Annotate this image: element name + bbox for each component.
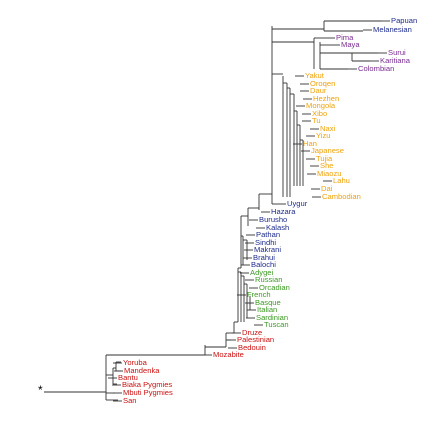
population-label: Brahui [253,253,275,262]
population-label: French [247,290,271,299]
population-label: Russian [255,275,282,284]
population-label: Sardinian [256,313,288,322]
population-label: Japanese [311,146,344,155]
population-label: Mbuti Pygmies [123,388,173,397]
population-label: Yoruba [123,358,148,367]
population-label: Lahu [333,176,350,185]
population-label: Maya [341,40,360,49]
population-label: Cambodian [322,192,361,201]
population-label: Druze [242,328,262,337]
population-label: Tuscan [264,320,289,329]
population-label: Makrani [254,245,281,254]
population-label: Surui [388,48,406,57]
root-marker: * [38,383,43,397]
population-label: Tujia [316,154,333,163]
population-label: Bedouin [238,343,266,352]
population-label: Palestinian [237,335,274,344]
population-label: Biaka Pygmies [122,380,172,389]
population-label: Yizu [316,131,331,140]
population-label: Xibo [312,109,327,118]
population-label: Basque [255,298,281,307]
population-label: Balochi [251,260,276,269]
population-label: Adygei [250,268,274,277]
population-label: Pima [336,33,354,42]
population-label: Papuan [391,16,417,25]
population-label: Pathan [256,230,280,239]
population-label: Uygur [287,199,308,208]
population-label: Mongola [306,101,336,110]
population-label: Miaozu [317,169,341,178]
population-label: Sindhi [255,238,276,247]
population-label: Yakut [305,71,325,80]
population-label: Karitiana [380,56,411,65]
population-label: Dai [321,184,333,193]
population-label: Burusho [259,215,287,224]
population-label: Mandenka [124,366,160,375]
population-label: Mozabite [213,350,244,359]
population-label: Daur [310,86,327,95]
population-label: Colombian [358,64,394,73]
population-label: San [123,396,137,405]
population-label: She [320,161,334,170]
population-label: Naxi [320,124,336,133]
population-label: Hazara [271,207,296,216]
population-label: Hezhen [313,94,339,103]
population-label: Oroqen [310,79,335,88]
population-label: Tu [312,116,321,125]
population-label: Bantu [118,373,138,382]
population-label: Italian [257,305,277,314]
population-label: Melanesian [373,25,412,34]
population-label: Kalash [266,223,289,232]
population-label: Han [303,139,317,148]
population-label: Orcadian [259,283,290,292]
